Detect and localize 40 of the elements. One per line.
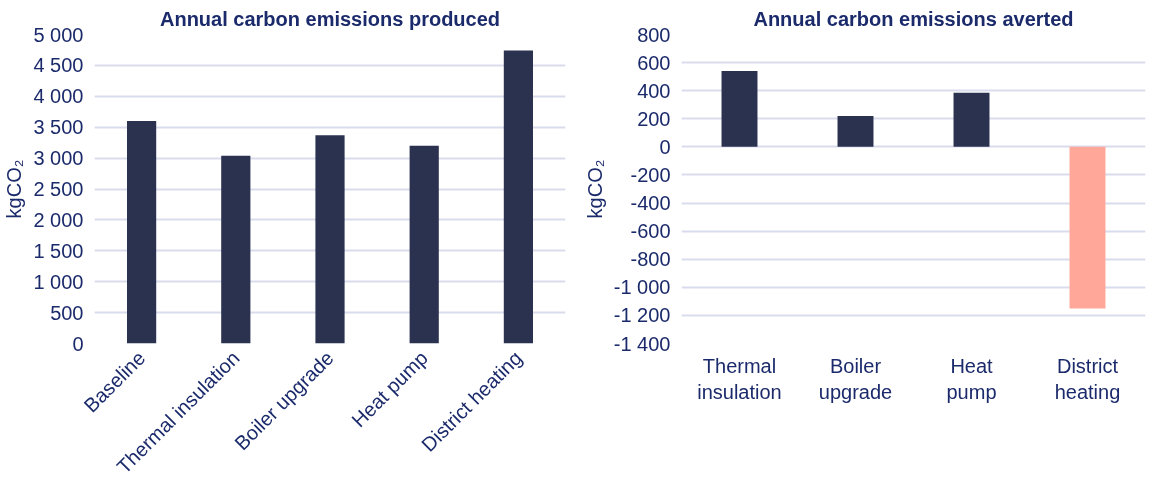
x-tick-label: District heating — [1054, 354, 1121, 403]
bar — [837, 115, 874, 147]
bar — [221, 155, 251, 344]
chart-title: Annual carbon emissions averted — [753, 7, 1074, 30]
y-tick-label: 2 500 — [33, 178, 84, 200]
y-tick-label: 3 500 — [33, 116, 84, 139]
y-tick-label: 800 — [637, 23, 671, 46]
y-tick-label: 600 — [637, 51, 671, 74]
bar — [1069, 146, 1106, 309]
y-tick-label: -1 400 — [613, 332, 671, 355]
chart-title: Annual carbon emissions produced — [159, 7, 501, 30]
bar — [721, 71, 758, 147]
y-tick-label: 1 000 — [33, 270, 84, 293]
y-tick-label: 200 — [637, 107, 671, 130]
y-axis-title: kgCO₂ — [583, 159, 606, 219]
x-tick-label: Boiler upgrade — [818, 354, 893, 403]
y-tick-label: -400 — [630, 192, 671, 215]
y-tick-label: -1 200 — [613, 304, 671, 327]
y-axis-title: kgCO₂ — [3, 159, 26, 219]
y-tick-label: 4 000 — [33, 85, 84, 108]
y-tick-label: 4 500 — [33, 54, 84, 77]
y-tick-label: -800 — [630, 248, 671, 271]
bar — [953, 92, 990, 147]
y-tick-label: 0 — [659, 135, 671, 158]
x-tick-label: Thermal insulation — [697, 354, 782, 403]
y-tick-label: 400 — [637, 79, 671, 102]
y-tick-label: 1 500 — [33, 239, 84, 262]
x-tick-label: Heat pump — [946, 354, 997, 403]
y-tick-label: 500 — [50, 301, 84, 324]
y-tick-label: 0 — [72, 332, 84, 355]
y-tick-label: -600 — [630, 220, 671, 243]
y-tick-label: 2 000 — [33, 208, 84, 231]
y-tick-label: 3 000 — [33, 147, 84, 170]
bar — [409, 145, 439, 344]
bar — [315, 135, 345, 344]
y-tick-label: 5 000 — [33, 23, 84, 46]
y-tick-label: -200 — [630, 163, 671, 186]
bar — [503, 50, 533, 344]
y-tick-label: -1 000 — [613, 276, 671, 299]
bar — [127, 121, 157, 344]
